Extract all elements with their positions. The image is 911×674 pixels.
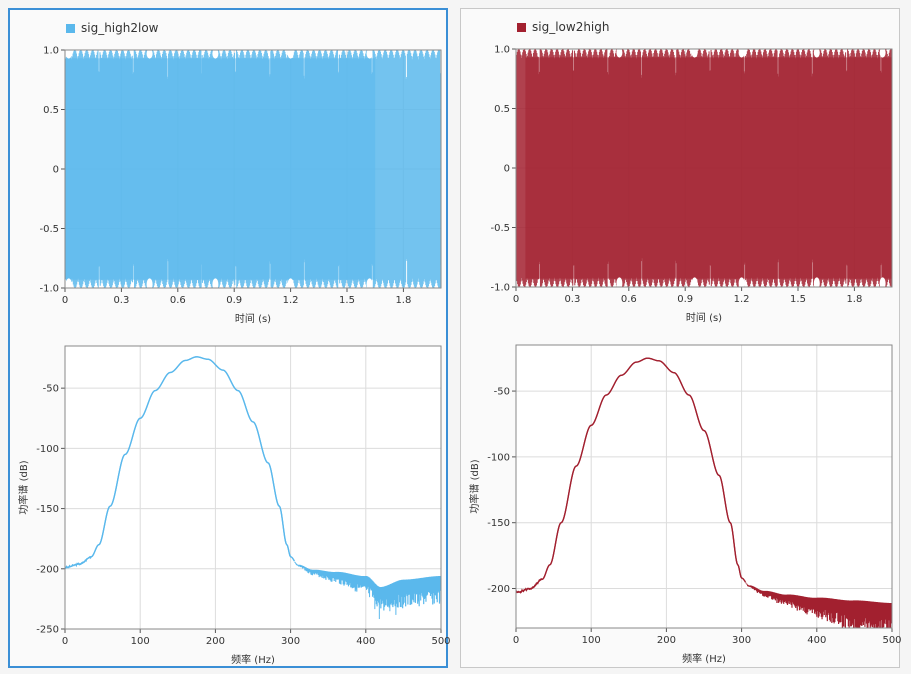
left-psd-plot-bg <box>65 346 441 629</box>
left-time-chirp-dip <box>212 278 219 288</box>
right-time-chirp-dip <box>813 49 820 58</box>
right-time-series-line <box>516 49 892 287</box>
left-time-xtick-label: 0.9 <box>226 295 242 306</box>
left-psd-ytick-label: -100 <box>36 444 59 455</box>
right-time-chirp-dip <box>879 49 886 58</box>
left-time-series-line <box>65 50 441 288</box>
right-time-xtick-label: 1.8 <box>846 294 862 305</box>
right-time-chirp-dip <box>616 49 623 58</box>
left-time-ytick-label: -1.0 <box>39 284 59 295</box>
left-time-chirp-dip <box>65 278 72 288</box>
left-psd-series <box>65 356 441 620</box>
left-time-ytick-label: 0 <box>53 165 59 176</box>
right-psd-xtick-label: 100 <box>582 635 601 646</box>
right-time-xtick-label: 1.5 <box>790 294 806 305</box>
right-psd-xtick-label: 0 <box>513 635 519 646</box>
left-time-chirp-dip <box>366 50 373 59</box>
legend-swatch-right <box>517 22 526 32</box>
right-psd-psd-tail <box>516 357 892 628</box>
left-psd-xlabel: 频率 (Hz) <box>231 653 275 666</box>
legend-label-left: sig_high2low <box>81 21 159 35</box>
legend-swatch-left <box>66 23 75 33</box>
right-psd-plot-frame <box>515 344 893 629</box>
right-psd-xtick-label: 400 <box>807 635 826 646</box>
left-charts-svg: 0 0.3 0.6 0.9 1.2 1.5 1.8 1.0 0.5 0 -0.5 -1.0 时间 (s)… <box>17 46 450 667</box>
legend-left: sig_high2low <box>66 21 159 35</box>
left-time-plot-frame <box>64 49 442 289</box>
left-time-xtick-label: 0 <box>62 295 68 306</box>
left-psd-ytick-label: -250 <box>36 625 59 636</box>
left-psd-xtick-label: 300 <box>281 636 300 647</box>
left-time-ytick-label: 1.0 <box>43 46 59 57</box>
left-time-xtick-label: 1.5 <box>339 295 355 306</box>
left-psd-psd-tail <box>65 356 441 611</box>
left-time-ytick-label: 0.5 <box>43 105 59 116</box>
left-time-chirp-dip <box>366 278 373 288</box>
left-time-xtick-label: 1.2 <box>283 295 299 306</box>
left-time-ytick-label: -0.5 <box>39 224 59 235</box>
right-time-chirp-dip <box>813 277 820 287</box>
right-time-xlabel: 时间 (s) <box>686 311 722 324</box>
right-psd-xtick-label: 500 <box>882 635 901 646</box>
right-time-chirp-dip <box>616 277 623 287</box>
left-psd-ytick-label: -50 <box>43 384 59 395</box>
left-psd-xtick-label: 500 <box>431 636 450 647</box>
right-time-xtick-label: 0.6 <box>621 294 637 305</box>
right-time-xtick-label: 0.3 <box>564 294 580 305</box>
left-psd-xtick-label: 200 <box>206 636 225 647</box>
right-psd-ytick-label: -200 <box>487 584 510 595</box>
right-psd-ytick-label: -50 <box>494 387 510 398</box>
right-time-chirp-dip <box>691 277 698 287</box>
left-psd-ylabel: 功率谱 (dB) <box>17 460 30 514</box>
left-psd-ytick-label: -200 <box>36 564 59 575</box>
left-time-xtick-label: 0.6 <box>170 295 186 306</box>
right-psd-plot-bg <box>516 345 892 628</box>
left-time-xtick-label: 0.3 <box>113 295 129 306</box>
left-psd-xtick-label: 100 <box>131 636 150 647</box>
left-psd-plot-frame <box>64 345 442 630</box>
right-signal-panel[interactable]: sig_low2high 0 0.3 0.6 0.9 1.2 1.5 1.8 1.0 0.5 0-… <box>460 8 901 668</box>
right-psd-xlabel: 频率 (Hz) <box>682 652 726 665</box>
right-time-plot-frame <box>515 48 893 288</box>
right-time-chirp-core <box>525 57 892 279</box>
right-time-chirp-dip <box>879 277 886 287</box>
left-time-chirp-dip <box>287 50 294 59</box>
left-time-xtick-label: 1.8 <box>395 295 411 306</box>
right-time-ytick-label: -1.0 <box>490 283 510 294</box>
left-psd-ytick-label: -150 <box>36 504 59 515</box>
left-time-chirp-dip <box>287 278 294 288</box>
right-time-ytick-label: 0 <box>504 164 510 175</box>
right-time-ytick-label: 1.0 <box>494 45 510 56</box>
left-signal-panel[interactable]: sig_high2low 0 0.3 0.6 0.9 1.2 1.5 1.8 1.0 0.5 0-… <box>8 8 450 668</box>
right-time-xtick-label: 0.9 <box>677 294 693 305</box>
right-time-ytick-label: 0.5 <box>494 104 510 115</box>
left-psd-xtick-label: 0 <box>62 636 68 647</box>
legend-label-right: sig_low2high <box>532 20 610 34</box>
right-time-xtick-label: 0 <box>513 294 519 305</box>
right-charts-svg: 0 0.3 0.6 0.9 1.2 1.5 1.8 1.0 0.5 0 -0.5 -1.0 时间 (s)… <box>468 45 901 666</box>
left-time-chirp-dip <box>65 50 72 59</box>
left-psd-xtick-label: 400 <box>356 636 375 647</box>
right-psd-ytick-label: -100 <box>487 452 510 463</box>
right-time-ytick-label: -0.5 <box>490 223 510 234</box>
right-time-xtick-label: 1.2 <box>734 294 750 305</box>
right-psd-ylabel: 功率谱 (dB) <box>468 459 481 513</box>
right-time-chirp-dip <box>691 49 698 58</box>
right-time-chirp-dip <box>738 49 745 58</box>
right-time-chirp-dip <box>738 277 745 287</box>
left-time-chirp-dip <box>212 50 219 59</box>
right-psd-xtick-label: 200 <box>657 635 676 646</box>
right-psd-ytick-label: -150 <box>487 518 510 529</box>
legend-right: sig_low2high <box>517 20 610 34</box>
left-time-chirp-core <box>65 58 376 280</box>
right-psd-xtick-label: 300 <box>732 635 751 646</box>
left-time-chirp-dip <box>146 50 153 59</box>
right-psd-series <box>516 357 892 628</box>
left-time-chirp-dip <box>146 278 153 288</box>
left-time-xlabel: 时间 (s) <box>235 312 271 325</box>
